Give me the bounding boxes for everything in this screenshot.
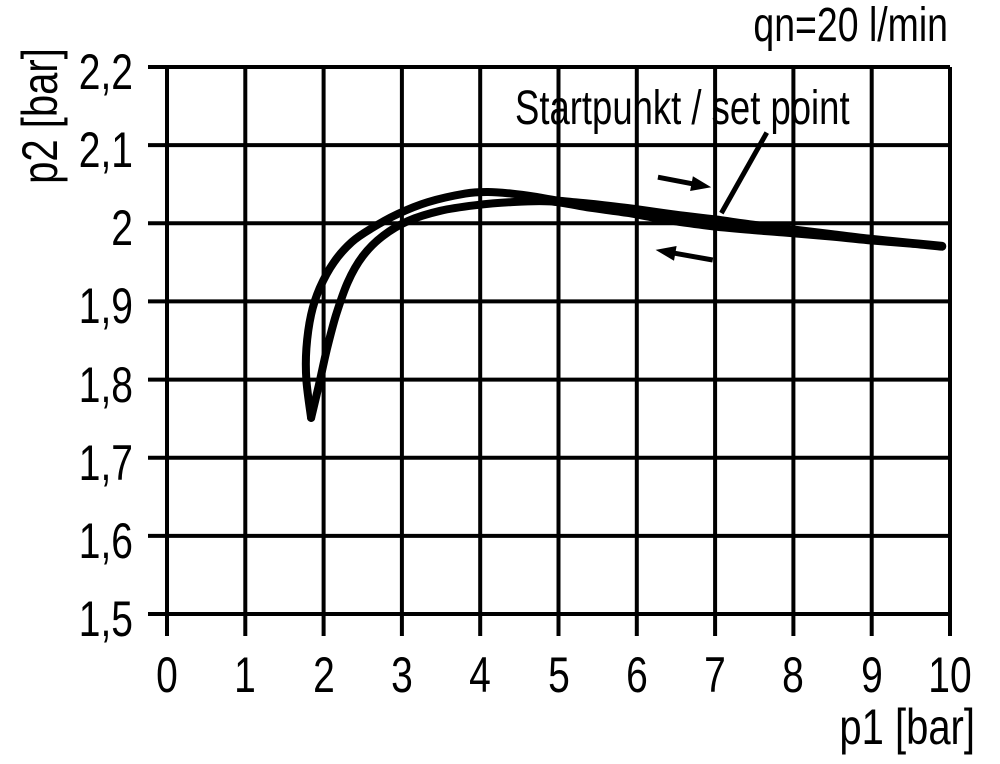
direction-arrow-shaft	[671, 250, 714, 263]
y-tick-label: 2,2	[78, 44, 133, 100]
curve-pressure-decreasing	[307, 197, 947, 422]
x-tick-label: 8	[782, 647, 805, 703]
direction-arrow-right-head	[690, 176, 712, 191]
direction-arrow-left-head	[655, 246, 677, 261]
y-tick-label: 1,6	[78, 512, 133, 569]
y-tick-label: 1,7	[78, 434, 133, 491]
flow-rate-label: qn=20 l/min	[753, 0, 948, 52]
set-point-leader-line	[719, 131, 769, 215]
x-axis-title: p1 [bar]	[839, 699, 975, 755]
x-tick-label: 2	[312, 647, 335, 703]
x-tick-label: 5	[547, 647, 570, 703]
x-tick-label: 3	[391, 647, 413, 703]
x-tick-label: 1	[234, 647, 257, 703]
y-tick-label: 1,5	[78, 591, 133, 647]
x-tick-label: 0	[156, 647, 178, 703]
y-tick-label: 2	[111, 200, 133, 257]
y-tick-label: 2,1	[78, 122, 133, 179]
y-tick-label: 1,9	[78, 278, 133, 335]
x-tick-label: 6	[625, 647, 648, 703]
x-tick-label: 10	[928, 647, 972, 703]
direction-arrow-shaft	[657, 174, 695, 187]
x-tick-label: 9	[860, 647, 883, 703]
x-tick-label: 4	[469, 647, 492, 703]
y-tick-label: 1,8	[78, 356, 133, 413]
x-tick-label: 7	[704, 647, 726, 703]
set-point-annotation: Startpunkt / set point	[515, 82, 850, 135]
